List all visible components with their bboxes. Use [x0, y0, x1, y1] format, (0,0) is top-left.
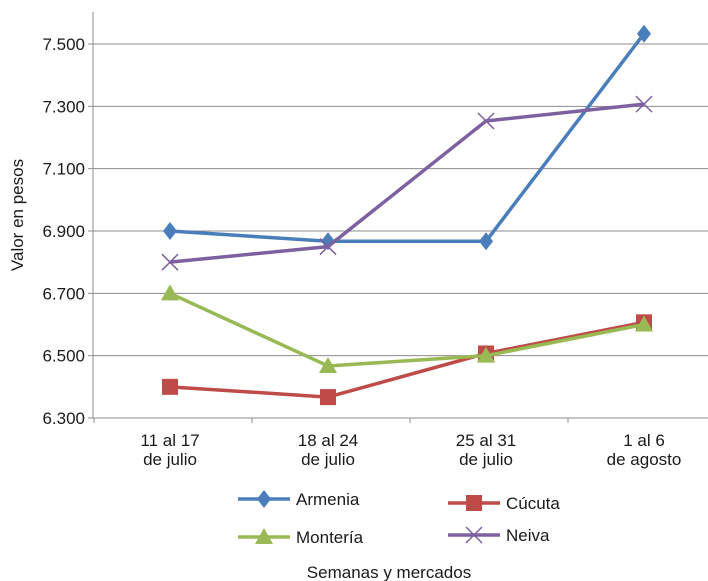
legend-marker	[257, 490, 271, 508]
data-point	[319, 238, 337, 256]
legend-label: Neiva	[506, 526, 550, 545]
series-line	[169, 291, 645, 368]
data-point	[637, 24, 651, 43]
x-tick-label: 1 al 6 de agosto	[607, 431, 682, 469]
data-point	[635, 315, 653, 332]
y-tick-label: 7.500	[42, 35, 85, 54]
data-point	[635, 95, 653, 113]
data-point	[161, 284, 179, 301]
series-armenia	[163, 24, 651, 251]
data-point	[477, 112, 495, 130]
legend: Armenia Cúcuta Montería Neiva	[238, 490, 560, 547]
marker-stroke	[477, 112, 495, 130]
data-point	[479, 232, 493, 251]
marker-stroke	[161, 253, 179, 271]
y-tick-label: 6.300	[42, 409, 85, 428]
legend-label: Armenia	[296, 490, 360, 509]
x-axis-label: Semanas y mercados	[307, 563, 471, 581]
y-axis-label: Valor en pesos	[8, 159, 27, 271]
series-line	[169, 32, 646, 244]
series-monteria	[161, 284, 653, 373]
axes	[92, 12, 708, 419]
y-tick-label: 6.700	[42, 284, 85, 303]
marker-stroke	[319, 238, 337, 256]
x-tick-label: 25 al 31 de julio	[456, 431, 517, 469]
legend-marker	[466, 495, 482, 511]
data-point	[163, 222, 177, 240]
series-neiva	[161, 95, 653, 271]
legend-marker	[255, 528, 273, 544]
x-tick-label: 11 al 17 de julio	[140, 431, 199, 469]
marker-stroke	[635, 95, 653, 113]
data-point	[319, 356, 337, 373]
y-tick-label: 6.900	[42, 222, 85, 241]
y-tick-label: 7.300	[42, 97, 85, 116]
y-tick-label: 7.100	[42, 160, 85, 179]
y-axis-ticks: 6.300 6.500 6.700 6.900 7.100 7.300 7.500	[42, 35, 93, 428]
marker-stroke	[465, 526, 483, 544]
data-point	[161, 253, 179, 271]
legend-item-monteria: Montería	[238, 528, 364, 547]
legend-label: Montería	[296, 528, 364, 547]
series-lines	[161, 24, 653, 406]
data-point	[162, 378, 178, 395]
legend-label: Cúcuta	[506, 494, 560, 513]
y-tick-label: 6.500	[42, 347, 85, 366]
legend-item-armenia: Armenia	[238, 490, 360, 509]
data-point	[320, 389, 336, 406]
data-point	[477, 346, 495, 363]
series-line	[169, 102, 645, 264]
series-line	[169, 320, 645, 399]
x-tick-label: 18 al 24 de julio	[298, 431, 359, 469]
legend-item-cucuta: Cúcuta	[448, 494, 560, 513]
legend-item-neiva: Neiva	[448, 526, 550, 545]
x-axis-ticks: 11 al 17 de julio 18 al 24 de julio 25 al 31…	[93, 418, 682, 469]
legend-marker	[465, 526, 483, 544]
